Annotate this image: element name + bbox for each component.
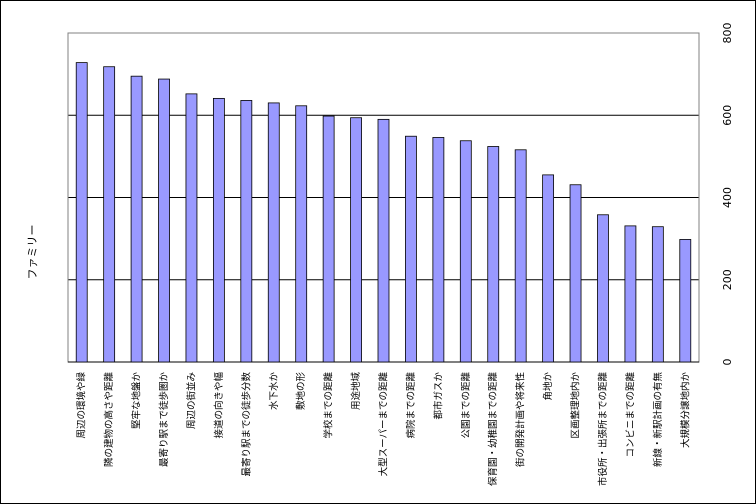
bar xyxy=(487,146,500,363)
x-tick-label: 堅牢な地盤か xyxy=(131,372,143,430)
bar xyxy=(459,140,472,363)
bar xyxy=(267,102,280,363)
x-tick-label: コンビニまでの距離 xyxy=(624,372,636,458)
x-tick-label: 保育園・幼稚園までの距離 xyxy=(487,372,499,487)
bar xyxy=(514,149,527,363)
bar xyxy=(651,226,664,363)
bar xyxy=(432,137,445,363)
bar xyxy=(185,93,198,363)
bar xyxy=(377,118,390,363)
x-tick-label: 用途地域 xyxy=(350,372,362,411)
bar xyxy=(322,115,335,363)
bar xyxy=(130,75,143,363)
x-tick-label: 周辺の環境や緑 xyxy=(76,372,88,439)
x-tick-label: 区画整理地内か xyxy=(570,372,582,439)
y-axis-label: ファミリー xyxy=(26,225,39,280)
x-tick-label: 公園までの距離 xyxy=(460,372,472,439)
bar xyxy=(350,117,362,363)
y-tick-label: 400 xyxy=(721,187,734,208)
y-tick-label: 0 xyxy=(721,359,734,366)
bar xyxy=(405,135,417,363)
x-tick-label: 街の開発計画や将来性 xyxy=(515,372,527,468)
x-tick-label: 周辺の街並み xyxy=(185,372,197,429)
x-tick-label: 市役所・出張所までの距離 xyxy=(597,372,609,487)
x-tick-label: 水下水か xyxy=(268,372,280,411)
bar xyxy=(158,78,170,363)
x-tick-label: 都市ガスか xyxy=(432,372,444,420)
x-tick-label: 接道の向きや幅 xyxy=(213,372,225,439)
bar xyxy=(212,97,225,363)
x-tick-label: 敷地の形 xyxy=(295,372,307,411)
bar xyxy=(569,184,582,363)
y-tick-label: 200 xyxy=(721,269,734,290)
y-tick-label: 800 xyxy=(721,23,734,44)
x-tick-label: 最寄り駅まで徒歩圏か xyxy=(158,372,170,468)
bar xyxy=(542,174,555,363)
x-tick-label: 大型スーパーまでの距離 xyxy=(378,372,390,477)
bar xyxy=(597,214,609,363)
x-tick-label: 角地か xyxy=(542,372,554,401)
bar xyxy=(75,62,88,363)
bar xyxy=(679,239,692,363)
x-tick-label: 病院までの距離 xyxy=(405,372,417,439)
x-tick-label: 学校までの距離 xyxy=(323,372,335,439)
bar xyxy=(624,225,637,363)
y-tick-label: 600 xyxy=(721,105,734,126)
x-tick-label: 新線・新駅計画の有無 xyxy=(652,372,664,468)
bar xyxy=(103,66,116,363)
x-tick-label: 隣の建物の高さや距離 xyxy=(103,372,115,468)
x-tick-label: 最寄り駅までの徒歩分数 xyxy=(240,372,252,477)
bar xyxy=(295,105,308,363)
x-tick-label: 大規模分譲地内か xyxy=(679,372,691,449)
bar xyxy=(240,100,253,363)
